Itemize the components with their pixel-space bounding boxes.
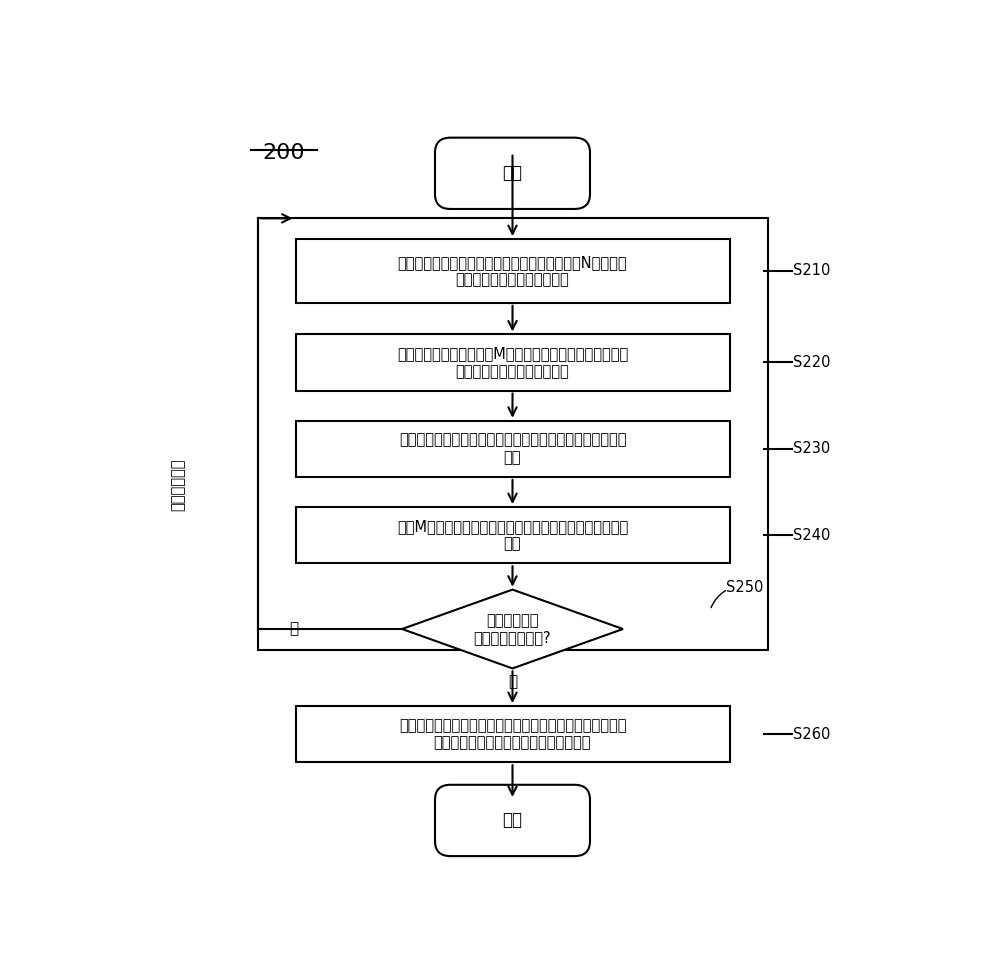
Text: S210: S210 bbox=[793, 263, 830, 279]
Text: 从至少一个候选单应矩阵中确定目标单应矩阵，并使用目标
单应矩阵将第一图像和第二图像进行拼接: 从至少一个候选单应矩阵中确定目标单应矩阵，并使用目标 单应矩阵将第一图像和第二图… bbox=[399, 718, 626, 751]
Text: S260: S260 bbox=[793, 726, 830, 742]
FancyBboxPatch shape bbox=[296, 706, 730, 762]
Text: 在内点集符合预设条件的情况下，使用内点集生成候选单应
矩阵: 在内点集符合预设条件的情况下，使用内点集生成候选单应 矩阵 bbox=[399, 433, 626, 465]
FancyBboxPatch shape bbox=[296, 507, 730, 564]
Text: 否: 否 bbox=[508, 674, 517, 689]
FancyBboxPatch shape bbox=[296, 239, 730, 303]
Text: 200: 200 bbox=[263, 143, 305, 163]
FancyBboxPatch shape bbox=[435, 785, 590, 856]
Text: 从第一图像和第二图像的特征点匹配区域中选取N个初始匹
配点对，来生成初始单应矩阵: 从第一图像和第二图像的特征点匹配区域中选取N个初始匹 配点对，来生成初始单应矩阵 bbox=[398, 254, 627, 287]
FancyBboxPatch shape bbox=[296, 420, 730, 477]
Text: 根据M个验证匹配点对均为内点的期望概率，确定最大返回
次数: 根据M个验证匹配点对均为内点的期望概率，确定最大返回 次数 bbox=[397, 519, 628, 552]
Text: 从特征点匹配区域中选取M个验证匹配点对来验证初始单应
矩阵，得到通过验证的内点集: 从特征点匹配区域中选取M个验证匹配点对来验证初始单应 矩阵，得到通过验证的内点集 bbox=[397, 346, 628, 378]
Polygon shape bbox=[402, 590, 623, 669]
Text: S250: S250 bbox=[726, 580, 763, 595]
Text: 是: 是 bbox=[289, 621, 299, 637]
Text: S220: S220 bbox=[793, 355, 831, 370]
Text: 结束: 结束 bbox=[503, 811, 522, 830]
Text: S240: S240 bbox=[793, 527, 830, 543]
Text: 返回次数递增: 返回次数递增 bbox=[170, 458, 185, 511]
FancyBboxPatch shape bbox=[296, 334, 730, 391]
Text: S230: S230 bbox=[793, 442, 830, 456]
Text: 当前返回次数
小于最大返回次数?: 当前返回次数 小于最大返回次数? bbox=[474, 613, 551, 645]
FancyBboxPatch shape bbox=[435, 137, 590, 209]
Text: 开始: 开始 bbox=[503, 165, 522, 182]
